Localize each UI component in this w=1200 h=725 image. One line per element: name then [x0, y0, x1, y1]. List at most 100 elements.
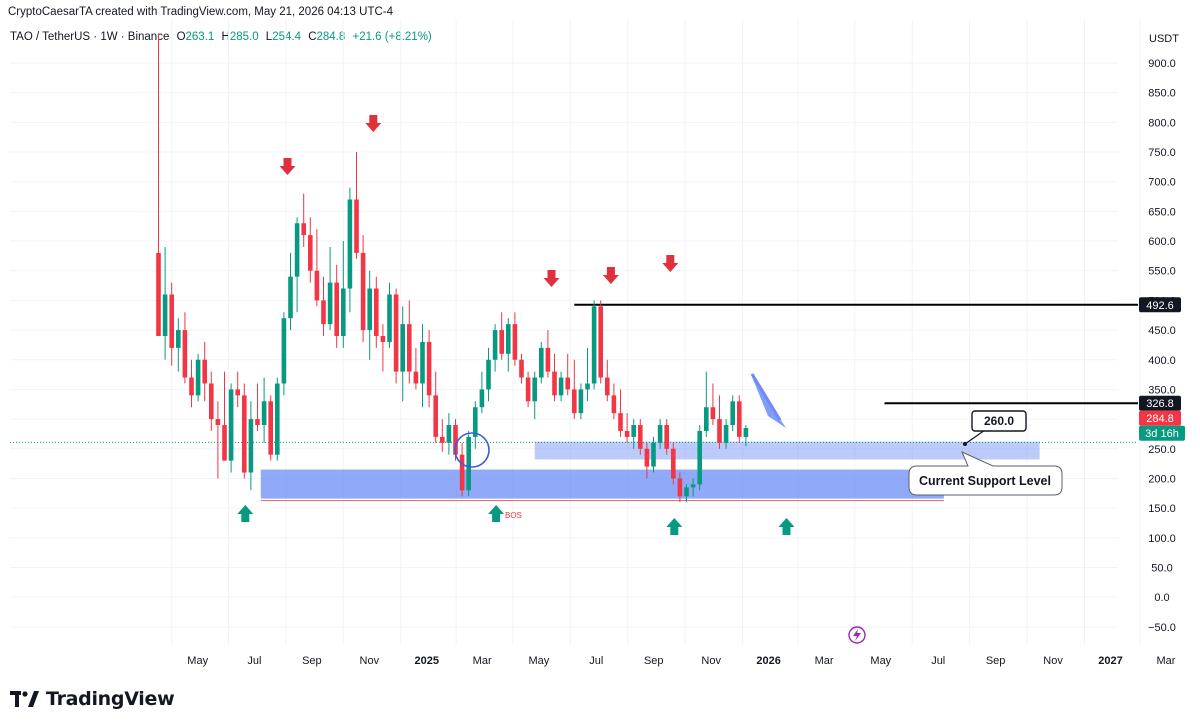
candle[interactable]: [360, 235, 366, 342]
candle[interactable]: [730, 395, 735, 431]
candle[interactable]: [664, 419, 669, 455]
candle[interactable]: [195, 353, 201, 402]
candle[interactable]: [499, 312, 504, 360]
candle[interactable]: [275, 377, 280, 461]
candle[interactable]: [162, 246, 168, 360]
candle[interactable]: [440, 419, 445, 452]
candle[interactable]: [321, 276, 326, 337]
candle[interactable]: [413, 347, 419, 390]
candle[interactable]: [697, 425, 702, 491]
candle[interactable]: [268, 395, 273, 461]
candle[interactable]: [539, 341, 544, 384]
tradingview-logo[interactable]: TradingView: [10, 686, 175, 712]
candle[interactable]: [228, 383, 234, 473]
candle[interactable]: [255, 383, 260, 431]
candle[interactable]: [598, 300, 603, 384]
candle[interactable]: [737, 395, 742, 443]
candle[interactable]: [684, 484, 689, 503]
candle[interactable]: [367, 270, 372, 360]
candle[interactable]: [631, 419, 636, 449]
candle[interactable]: [506, 318, 511, 372]
symbol-legend[interactable]: TAO / TetherUS · 1W · Binance O263.1 H28…: [10, 31, 432, 43]
candle[interactable]: [314, 229, 320, 307]
candle[interactable]: [591, 300, 597, 390]
support-zone[interactable]: [534, 441, 1040, 460]
candle[interactable]: [717, 395, 722, 449]
candle[interactable]: [671, 442, 676, 485]
candle[interactable]: [242, 383, 247, 479]
candle[interactable]: [545, 330, 551, 378]
candle[interactable]: [618, 389, 623, 437]
candle[interactable]: [710, 383, 716, 426]
candle[interactable]: [248, 401, 254, 491]
candle[interactable]: [677, 472, 683, 503]
candle[interactable]: [182, 312, 188, 384]
candle[interactable]: [407, 300, 412, 384]
price-axis-label[interactable]: 284.8: [1139, 410, 1181, 426]
candle[interactable]: [532, 371, 537, 420]
candle[interactable]: [572, 359, 577, 420]
candle[interactable]: [209, 371, 214, 431]
candle[interactable]: [433, 371, 438, 443]
candle[interactable]: [169, 282, 174, 366]
candle[interactable]: [605, 359, 610, 402]
candle[interactable]: [638, 419, 643, 455]
candle[interactable]: [288, 252, 293, 331]
price-callout[interactable]: 260.0: [963, 410, 1027, 446]
candle[interactable]: [202, 341, 207, 402]
candle[interactable]: [644, 442, 650, 479]
candle[interactable]: [215, 401, 221, 479]
candle[interactable]: [690, 478, 696, 497]
candle[interactable]: [380, 324, 386, 372]
candles[interactable]: [156, 33, 749, 503]
candle[interactable]: [704, 371, 709, 437]
lightning-icon[interactable]: [848, 626, 866, 644]
candle[interactable]: [512, 312, 518, 366]
candle[interactable]: [611, 383, 617, 420]
candle[interactable]: [235, 371, 240, 408]
candle[interactable]: [486, 347, 491, 402]
candle[interactable]: [347, 187, 353, 313]
candle[interactable]: [156, 33, 161, 337]
candle[interactable]: [301, 193, 306, 247]
price-axis-label[interactable]: 326.8: [1139, 395, 1181, 411]
candle[interactable]: [552, 353, 557, 402]
support-level-callout[interactable]: Current Support Level: [908, 451, 1063, 496]
candle[interactable]: [723, 419, 729, 449]
candle[interactable]: [294, 217, 300, 313]
candle[interactable]: [585, 347, 590, 402]
price-axis[interactable]: USDT 900.0 850.0 800.0 750.0 700.0 650.0 600.0 5…: [1139, 33, 1185, 634]
candle[interactable]: [393, 288, 399, 384]
price-axis-label[interactable]: 492.6: [1139, 297, 1181, 313]
candle[interactable]: [624, 413, 630, 443]
candle[interactable]: [426, 330, 432, 408]
candle[interactable]: [492, 324, 498, 372]
candle[interactable]: [466, 430, 471, 497]
candle[interactable]: [743, 425, 749, 447]
candle[interactable]: [387, 282, 392, 348]
time-axis[interactable]: May Jul Sep Nov 2025 Mar May Jul Sep Nov 2026 Mar Ma…: [187, 655, 1175, 667]
candle[interactable]: [459, 442, 465, 497]
candle[interactable]: [327, 246, 333, 331]
price-axis-label[interactable]: 3d 16h: [1139, 425, 1185, 441]
candle[interactable]: [473, 401, 478, 449]
candle[interactable]: [446, 413, 452, 455]
candle[interactable]: [354, 152, 359, 259]
candle[interactable]: [420, 324, 425, 408]
candle[interactable]: [374, 276, 379, 348]
candle[interactable]: [519, 353, 524, 384]
candle[interactable]: [308, 217, 313, 283]
candle[interactable]: [651, 436, 656, 473]
symbol-name[interactable]: TAO / TetherUS · 1W · Binance: [10, 31, 170, 43]
candle[interactable]: [341, 241, 346, 348]
candle[interactable]: [222, 371, 227, 461]
candle[interactable]: [176, 318, 181, 372]
candle[interactable]: [400, 306, 405, 402]
annotations[interactable]: BOS 260.0 Current Support Level: [454, 372, 1063, 644]
candle[interactable]: [334, 264, 339, 348]
support-zone[interactable]: [260, 469, 944, 499]
candle[interactable]: [565, 353, 570, 396]
candle[interactable]: [479, 371, 485, 414]
candle[interactable]: [578, 383, 584, 420]
